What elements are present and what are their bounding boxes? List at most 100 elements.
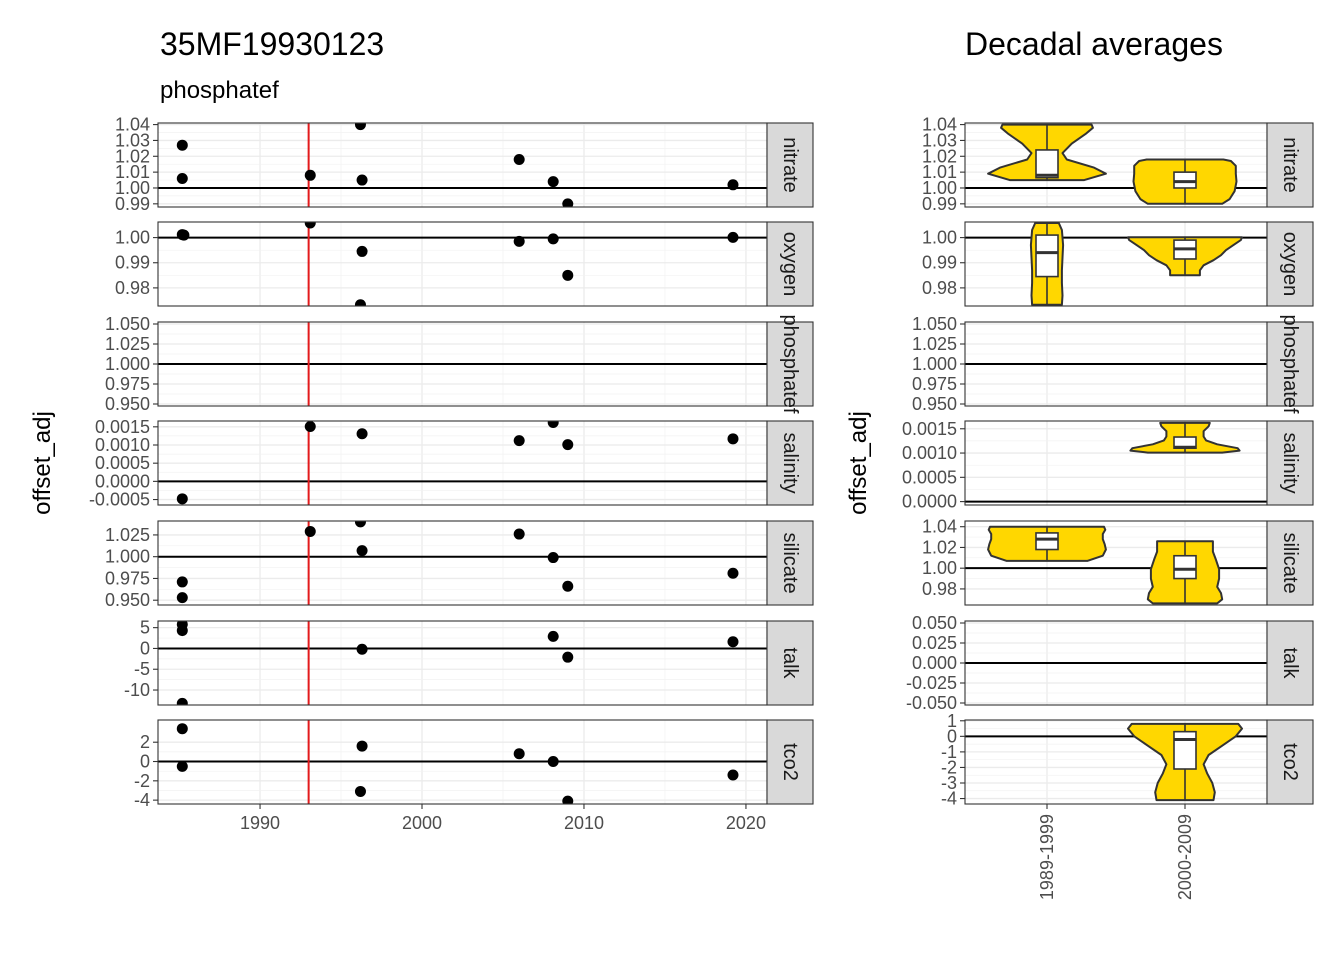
right-strip-phosphatef xyxy=(1266,321,1314,407)
right-y-tick-label: 0.98 xyxy=(922,579,957,599)
left-strip-label: nitrate xyxy=(779,137,801,193)
left-scatter-plot: nitrate0.991.001.011.021.031.04oxygen0.9… xyxy=(89,115,814,833)
right-y-tick-label: -3 xyxy=(941,773,957,793)
data-point xyxy=(354,521,366,528)
data-point xyxy=(354,299,366,306)
right-x-tick-label: 2000-2009 xyxy=(1175,814,1195,900)
right-y-tick-label: 1.000 xyxy=(912,354,957,374)
left-strip-oxygen xyxy=(766,221,814,307)
data-point xyxy=(513,435,525,447)
left-y-tick-label: 1.00 xyxy=(115,178,150,198)
data-point xyxy=(562,651,574,663)
box-iqr xyxy=(1035,149,1059,179)
right-x-tick-label: 1989-1999 xyxy=(1037,814,1057,900)
data-point xyxy=(562,580,574,592)
right-y-tick-label: 0.0010 xyxy=(902,443,957,463)
left-y-tick-label: 1.03 xyxy=(115,130,150,150)
right-y-axis-title: offset_adj xyxy=(845,411,872,515)
points-group xyxy=(176,621,739,705)
data-point xyxy=(727,231,739,243)
right-y-tick-label: 1.050 xyxy=(912,314,957,334)
left-y-tick-label: 2 xyxy=(140,732,150,752)
data-point xyxy=(356,428,368,440)
data-point xyxy=(513,153,525,165)
right-y-tick-label: 0.000 xyxy=(912,653,957,673)
left-chart-title: 35MF19930123 xyxy=(160,26,384,62)
data-point xyxy=(356,245,368,257)
data-point xyxy=(176,723,188,735)
left-chart-subtitle: phosphatef xyxy=(160,77,279,104)
left-y-tick-label: 1.050 xyxy=(105,314,150,334)
left-y-tick-label: -10 xyxy=(124,680,150,700)
left-strip-talk xyxy=(766,620,814,706)
left-y-tick-label: 0.0005 xyxy=(95,453,150,473)
right-y-tick-label: 1.01 xyxy=(922,162,957,182)
left-x-tick-label: 2020 xyxy=(726,813,766,833)
left-panel-tco2: tco2 -4-202 xyxy=(134,719,814,810)
points-group xyxy=(176,222,739,306)
right-y-tick-label: 0.0015 xyxy=(902,419,957,439)
right-y-tick-label: 0.050 xyxy=(912,613,957,633)
right-strip-label: tco2 xyxy=(1279,743,1301,781)
left-strip-salinity xyxy=(766,420,814,506)
data-point xyxy=(547,176,559,188)
right-strip-label: silicate xyxy=(1279,532,1301,593)
left-y-tick-label: 0.975 xyxy=(105,568,150,588)
data-point xyxy=(176,760,188,772)
data-point xyxy=(513,748,525,760)
right-strip-silicate xyxy=(1266,520,1314,606)
points-group xyxy=(176,723,739,804)
points-group xyxy=(176,521,739,604)
left-strip-label: tco2 xyxy=(779,743,801,781)
left-y-tick-label: 0.98 xyxy=(115,278,150,298)
left-y-tick-label: -5 xyxy=(134,659,150,679)
left-y-tick-label: 1.025 xyxy=(105,334,150,354)
right-y-tick-label: 1.02 xyxy=(922,146,957,166)
right-panel-oxygen: oxygen 0.98 0.99 1.00 xyxy=(922,221,1314,307)
left-y-tick-label: 1.000 xyxy=(105,354,150,374)
data-point xyxy=(176,172,188,184)
right-strip-oxygen xyxy=(1266,221,1314,307)
right-y-tick-label: 1.04 xyxy=(922,517,957,537)
right-panel-tco2: tco2 -4-3-2-101 xyxy=(941,711,1314,809)
data-point xyxy=(547,756,559,768)
left-y-tick-label: 0.0010 xyxy=(95,435,150,455)
panel-border xyxy=(157,620,768,706)
left-y-axis-title: offset_adj xyxy=(29,411,56,515)
left-panel-talk: talk -10-505 xyxy=(124,618,814,706)
right-y-tick-label: 1.04 xyxy=(922,115,957,135)
right-strip-salinity xyxy=(1266,420,1314,506)
left-y-tick-label: 0.0000 xyxy=(95,471,150,491)
left-y-tick-label: 0.950 xyxy=(105,394,150,414)
right-y-tick-label: 1.00 xyxy=(922,228,957,248)
data-point xyxy=(356,643,368,655)
data-point xyxy=(727,636,739,648)
right-strip-tco2 xyxy=(1266,719,1314,805)
right-strip-label: salinity xyxy=(1279,432,1301,493)
box-iqr xyxy=(1035,532,1059,551)
right-panel-silicate: silicate 0.981.001.021.04 xyxy=(922,517,1314,606)
left-x-tick-label: 2010 xyxy=(564,813,604,833)
right-y-tick-label: 0.99 xyxy=(922,253,957,273)
points-group xyxy=(176,421,739,505)
right-y-tick-label: -0.025 xyxy=(906,673,957,693)
data-point xyxy=(727,179,739,191)
right-violin-plot: nitrate0.991.001.011.021.031.04oxygen0.9… xyxy=(902,115,1314,900)
left-y-tick-label: 0 xyxy=(140,752,150,772)
left-strip-nitrate xyxy=(766,122,814,208)
left-strip-silicate xyxy=(766,520,814,606)
data-point xyxy=(727,567,739,579)
points-group xyxy=(176,123,739,207)
data-point xyxy=(562,439,574,451)
data-point xyxy=(176,139,188,151)
data-point xyxy=(547,233,559,245)
right-chart-title: Decadal averages xyxy=(965,26,1223,62)
left-y-tick-label: 1.025 xyxy=(105,525,150,545)
data-point xyxy=(304,421,316,432)
left-strip-phosphatef xyxy=(766,321,814,407)
box-iqr xyxy=(1173,730,1197,770)
left-y-tick-label: 1.02 xyxy=(115,146,150,166)
